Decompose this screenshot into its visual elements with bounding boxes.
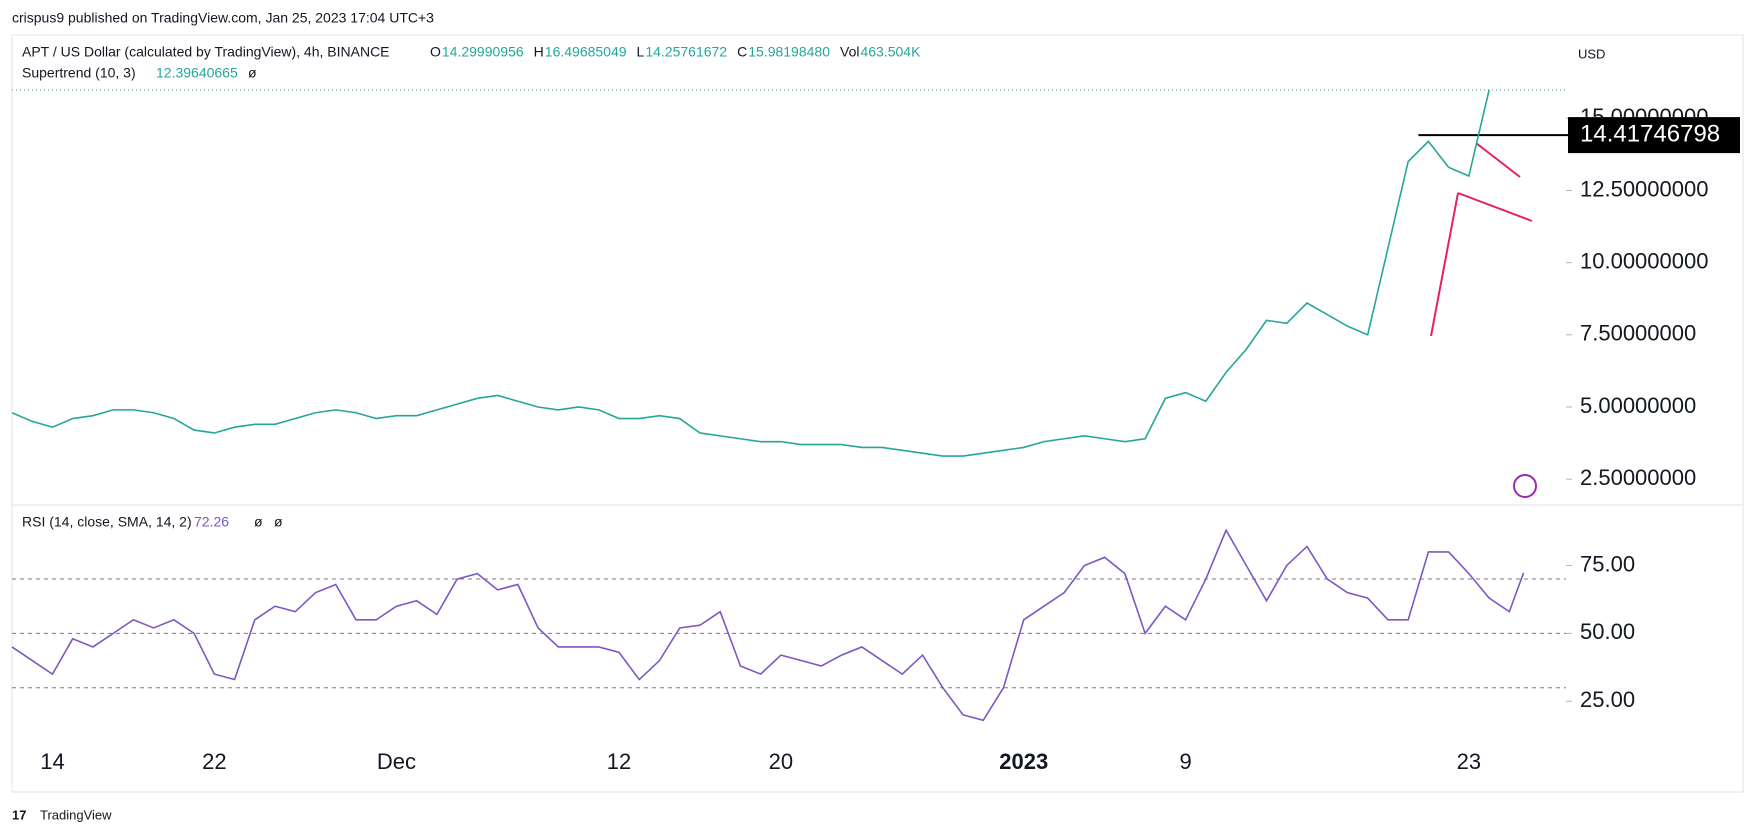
ohlc-label: C	[737, 44, 747, 60]
y-tick-label: 7.50000000	[1580, 321, 1696, 346]
ohlc-value: 15.98198480	[748, 44, 830, 60]
indicator-flag: ø	[248, 65, 257, 81]
price-label: 14.41746798	[1580, 120, 1720, 147]
y-tick-label: 2.50000000	[1580, 465, 1696, 490]
x-tick-label: 23	[1457, 749, 1481, 774]
ohlc-label: L	[637, 44, 645, 60]
brand: TradingView	[40, 807, 112, 822]
x-tick-label: 12	[607, 749, 631, 774]
ohlc-value: 14.25761672	[645, 44, 727, 60]
y-tick-label: 50.00	[1580, 619, 1635, 644]
x-tick-label: 2023	[999, 749, 1048, 774]
alert-icon[interactable]	[1513, 474, 1537, 498]
rsi-last: 72.26	[194, 514, 229, 530]
ohlc-value: 463.504K	[860, 44, 921, 60]
ohlc-value: 14.29990956	[442, 44, 524, 60]
indicator-name: Supertrend (10, 3)	[22, 65, 136, 81]
price-label-box	[1568, 117, 1740, 154]
ohlc-label: H	[534, 44, 544, 60]
x-tick-label: Dec	[377, 749, 416, 774]
y-tick-label: 5.00000000	[1580, 393, 1696, 418]
trendline	[1475, 142, 1521, 178]
trendline	[1457, 192, 1533, 222]
y-tick-label: 25.00	[1580, 687, 1635, 712]
series-line	[11, 528, 1525, 722]
rsi-title: RSI (14, close, SMA, 14, 2)	[22, 514, 192, 530]
rsi-flag: ø	[254, 514, 263, 530]
credit: crispus9 published on TradingView.com, J…	[12, 10, 434, 26]
y-tick-label: 12.50000000	[1580, 176, 1708, 201]
x-tick-label: 20	[769, 749, 793, 774]
currency: USD	[1578, 46, 1605, 61]
price-title: APT / US Dollar (calculated by TradingVi…	[22, 44, 390, 60]
y-tick-label: 10.00000000	[1580, 248, 1708, 273]
trendline	[1430, 192, 1459, 337]
ohlc-label: Vol	[840, 44, 859, 60]
brand-logo: 17	[12, 807, 26, 822]
series-line	[11, 89, 1490, 457]
ohlc-label: O	[430, 44, 441, 60]
ohlc-value: 16.49685049	[545, 44, 627, 60]
x-tick-label: 22	[202, 749, 226, 774]
y-tick-label: 75.00	[1580, 551, 1635, 576]
rsi-flag: ø	[274, 514, 283, 530]
x-tick-label: 9	[1179, 749, 1191, 774]
x-tick-label: 14	[40, 749, 64, 774]
indicator-value: 12.39640665	[156, 65, 238, 81]
